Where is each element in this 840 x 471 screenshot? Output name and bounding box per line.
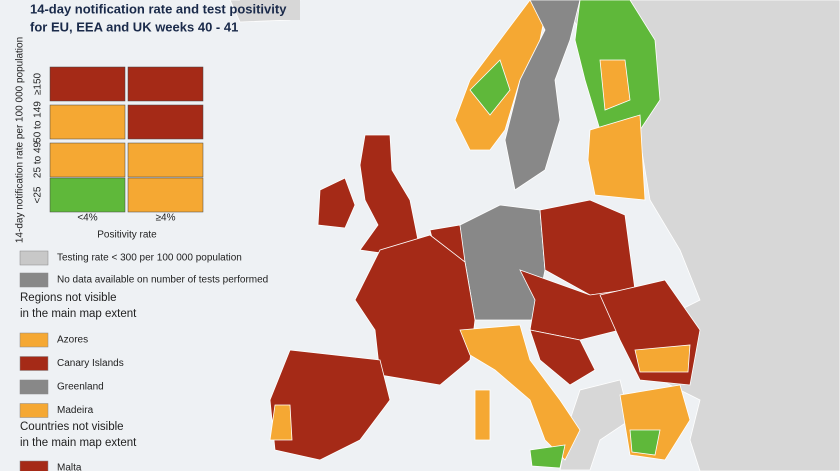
legend-swatch	[19, 250, 49, 266]
column-label: ≥4%	[156, 213, 176, 224]
region-sardinia	[474, 389, 491, 441]
section-heading: in the main map extent	[20, 437, 137, 449]
x-axis-label: Positivity rate	[97, 230, 157, 241]
region-iberia	[269, 349, 391, 461]
region-central	[519, 269, 626, 341]
legend-swatch	[19, 460, 49, 471]
region-greece-green	[629, 429, 661, 456]
y-axis-label: 14-day notification rate per 100 000 pop…	[15, 37, 26, 243]
matrix-cell	[49, 177, 126, 213]
title: for EU, EEA and UK weeks 40 - 41	[30, 19, 238, 34]
matrix-cell	[127, 66, 204, 102]
row-label: ≥150	[33, 72, 44, 95]
legend-swatch	[19, 356, 49, 371]
legend-label: Testing rate < 300 per 100 000 populatio…	[57, 253, 242, 264]
region-finland-orange	[599, 59, 631, 111]
region-italy	[459, 324, 581, 461]
legend-swatch	[19, 379, 49, 395]
region-sweden	[504, 0, 581, 191]
section-heading: Regions not visible	[20, 292, 117, 304]
logo	[240, 0, 300, 20]
matrix-cell	[127, 142, 204, 178]
row-label: 50 to 149	[33, 101, 44, 143]
region-portugal	[269, 404, 293, 441]
region-norway-green	[469, 59, 511, 116]
region-croatia	[529, 329, 596, 386]
legend-swatch	[19, 403, 49, 418]
map	[229, 0, 840, 471]
region-ireland	[317, 177, 356, 229]
section-heading: Countries not visible	[20, 421, 124, 433]
matrix-cell	[49, 142, 126, 178]
legend-swatch	[19, 332, 49, 348]
column-label: <4%	[77, 213, 97, 224]
matrix-cell	[127, 177, 204, 213]
region-bulgaria	[634, 344, 691, 373]
matrix-cell	[49, 66, 126, 102]
legend-label: Madeira	[57, 405, 94, 416]
matrix-cell	[49, 104, 126, 140]
region-germany	[459, 204, 546, 321]
title: 14-day notification rate and test positi…	[30, 1, 287, 16]
legend-label: Canary Islands	[57, 358, 124, 369]
region-sicily	[529, 444, 566, 469]
legend-label: No data available on number of tests per…	[57, 275, 268, 286]
legend: 14-day notification rate and test positi…	[15, 0, 300, 471]
legend-label: Malta	[57, 463, 82, 471]
legend-label: Azores	[57, 335, 88, 346]
region-france	[354, 234, 476, 386]
matrix-cell	[127, 104, 204, 140]
row-label: 25 to 49	[33, 141, 44, 178]
row-label: <25	[33, 186, 44, 203]
legend-label: Greenland	[57, 382, 104, 393]
region-baltics	[587, 114, 646, 201]
legend-swatch	[19, 272, 49, 288]
section-heading: in the main map extent	[20, 308, 137, 320]
